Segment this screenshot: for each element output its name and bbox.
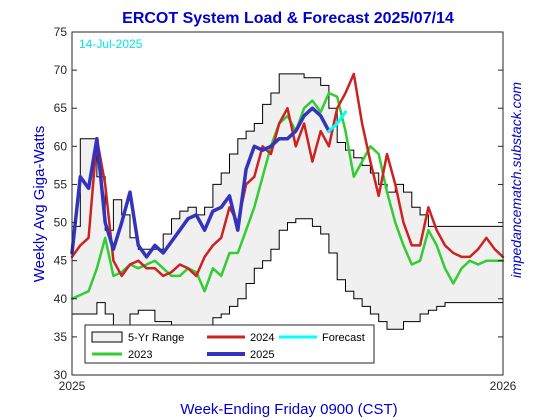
y-tick-label: 55 [54,177,68,191]
legend-label-forecast: Forecast [322,332,365,344]
y-tick-label: 50 [54,216,68,230]
y-tick-label: 40 [54,292,68,306]
y-tick-label: 70 [54,63,68,77]
y-tick-label: 45 [54,254,68,268]
series-line-2024 [70,72,505,278]
legend-swatch-5yr-range [91,331,123,343]
x-tick-label: 2026 [490,379,517,393]
legend-box [84,324,375,364]
y-tick-label: 30 [54,368,68,382]
y-tick-label: 60 [54,139,68,153]
series-line-2025 [70,106,331,259]
y-tick-label: 75 [54,25,68,39]
x-axis-label: Week-Ending Friday 0900 (CST) [180,401,397,418]
legend-label-2023: 2023 [128,349,152,361]
range-lower-line [72,218,503,338]
legend: 5-Yr Range 2024 Forecast 2023 2025 [84,324,375,364]
range-band-fill [72,73,503,337]
plot-frame [71,31,504,376]
chart-title: ERCOT System Load & Forecast 2025/07/14 [122,10,454,27]
date-label: 14-Jul-2025 [79,37,143,51]
legend-label-2024: 2024 [250,332,274,344]
series-line-forecast [327,110,347,133]
y-axis-label: Weekly Avg Giga-Watts [31,126,48,282]
y-tick-label: 35 [54,330,68,344]
source-watermark: impedancematch.substack.com [508,82,524,278]
x-tick-label: 2025 [59,379,86,393]
y-tick-label: 65 [54,101,68,115]
legend-label-5yr-range: 5-Yr Range [128,332,184,344]
legend-label-2025: 2025 [250,349,274,361]
